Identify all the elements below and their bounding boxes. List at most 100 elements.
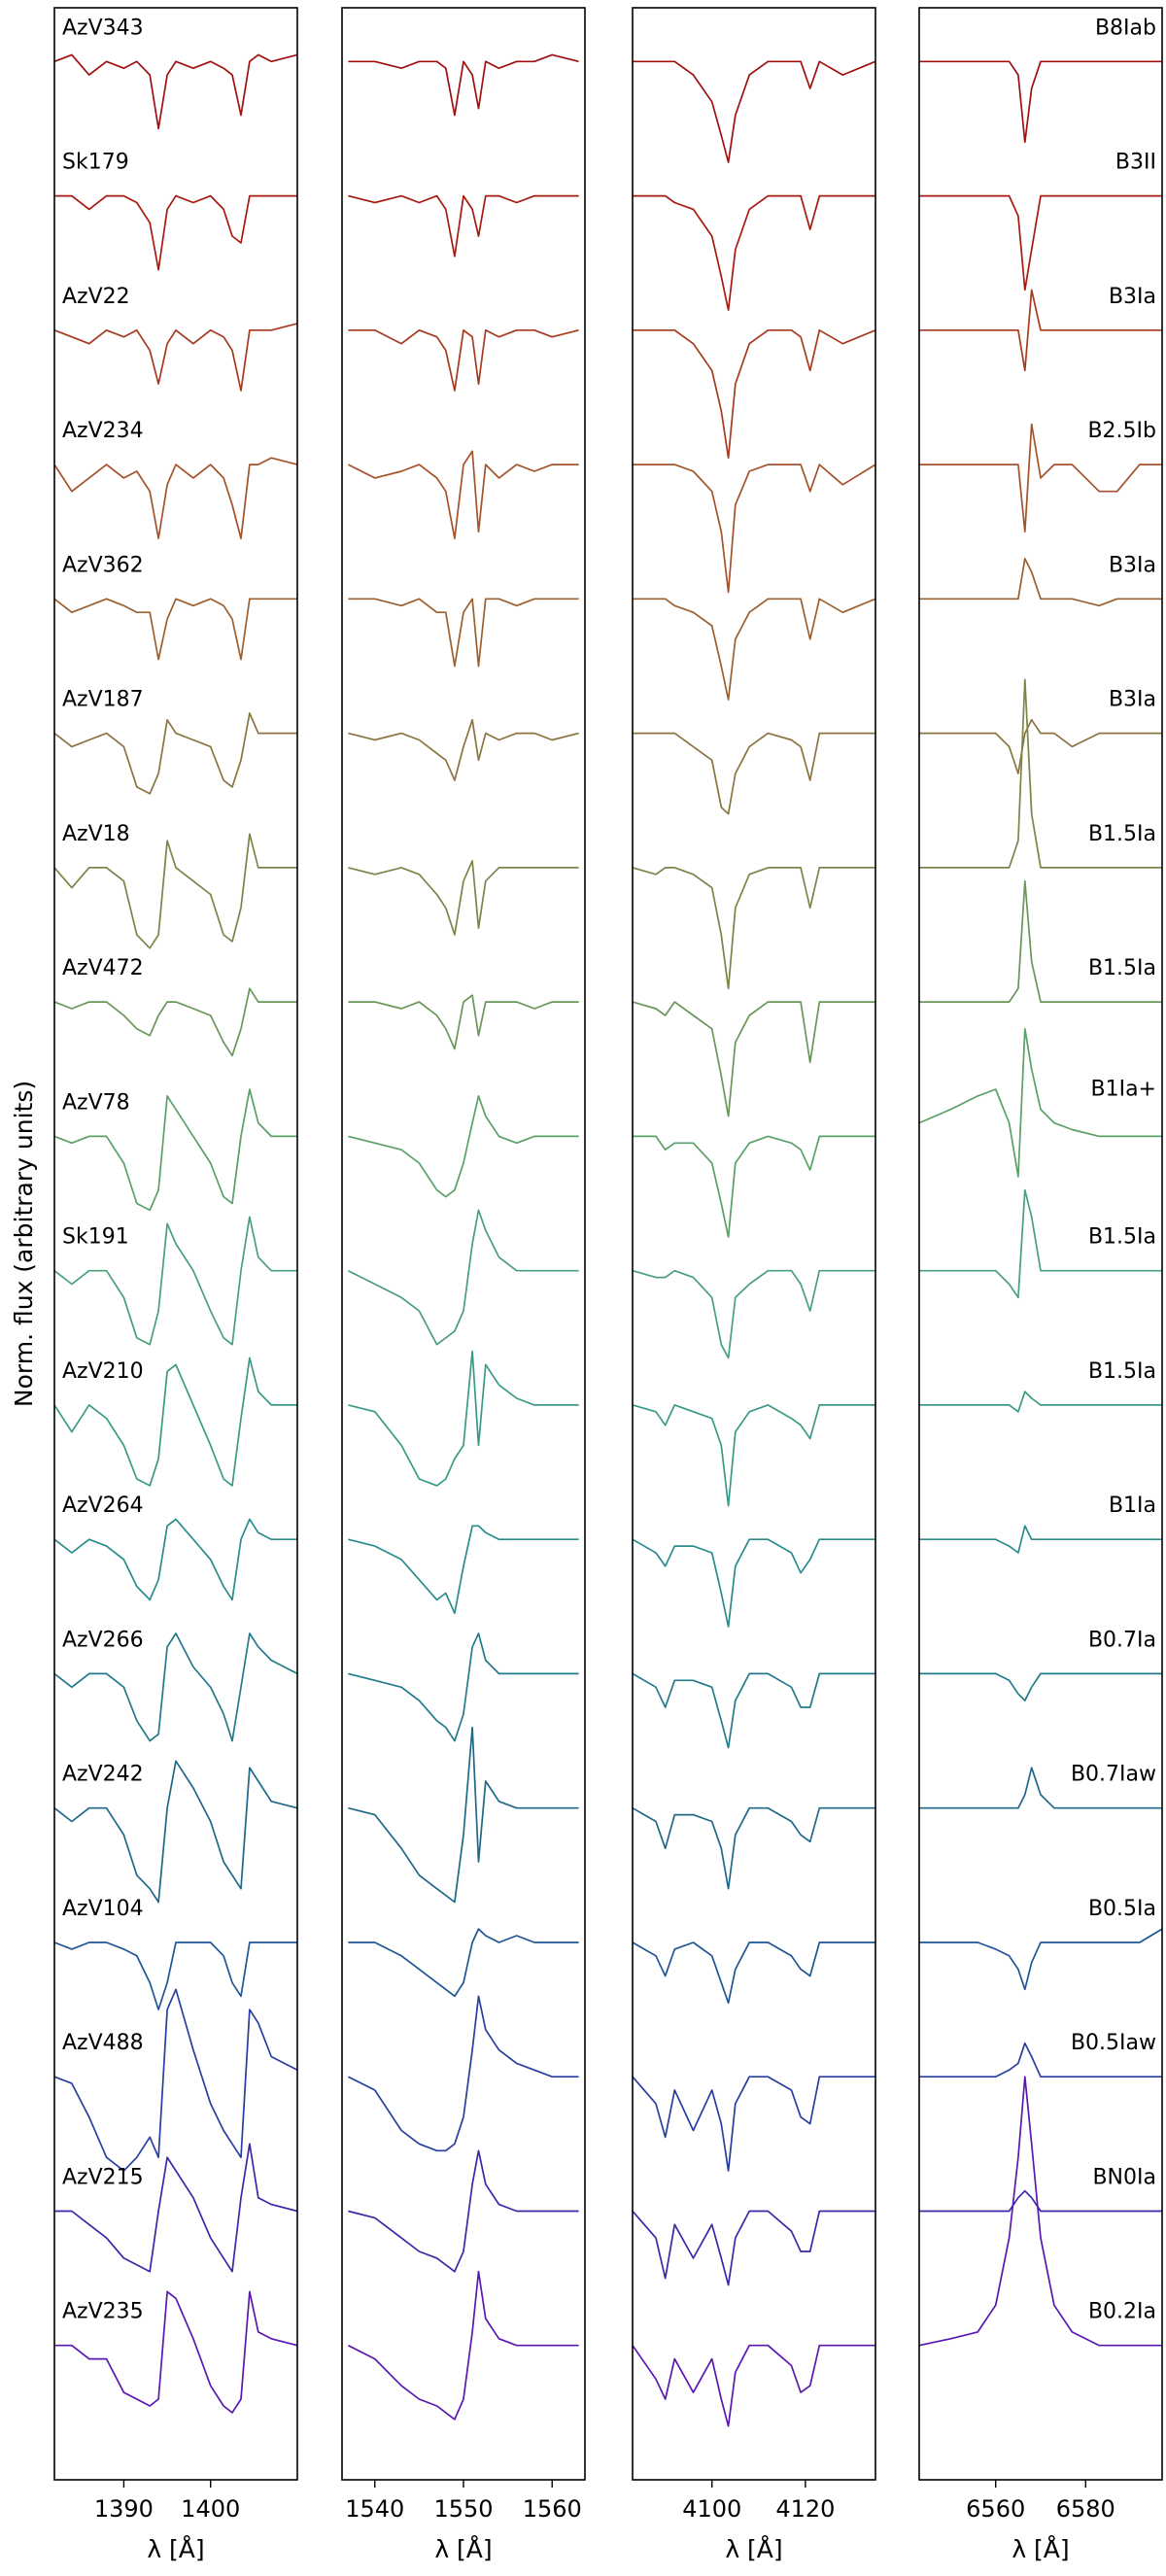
spectrum-line xyxy=(633,60,876,163)
spectrum-line xyxy=(633,194,875,311)
spectrum-line xyxy=(632,1001,875,1117)
spectral-type: B0.2Ia xyxy=(1088,2300,1156,2324)
star-name: AzV215 xyxy=(62,2165,144,2189)
spectrum-line xyxy=(919,558,1162,607)
spectral-type: B1.5Ia xyxy=(1088,822,1156,846)
spectral-type: B0.7Ia xyxy=(1088,1628,1156,1652)
spectrum-line xyxy=(919,2042,1162,2078)
spectrum-line xyxy=(348,598,579,668)
spectrum-line xyxy=(632,2076,875,2172)
star-name: AzV22 xyxy=(62,285,130,309)
star-name: AzV210 xyxy=(62,1359,144,1384)
spectrum-line xyxy=(918,2076,1162,2347)
spectrum-line xyxy=(53,1632,298,1742)
spectrum-line xyxy=(348,718,579,781)
spectrum-line xyxy=(632,1538,875,1628)
spectrum-line xyxy=(919,1928,1163,1991)
x-tick-label: 4120 xyxy=(775,2495,835,2523)
spectral-type: B1.5Ia xyxy=(1088,1359,1156,1384)
spectrum-line xyxy=(633,732,875,815)
spectrum-line xyxy=(633,598,876,701)
spectral-type: BN0Ia xyxy=(1092,2165,1156,2189)
star-name: AzV264 xyxy=(62,1494,144,1518)
star-name: AzV343 xyxy=(62,16,144,40)
spectrum-line xyxy=(53,833,297,949)
spectrum-line xyxy=(53,1760,298,1904)
spectral-type: B2.5Ib xyxy=(1087,419,1156,443)
star-name: AzV242 xyxy=(62,1763,144,1787)
spectrum-line xyxy=(919,2189,1162,2213)
panel-frame xyxy=(918,7,1163,2481)
spectrum-line xyxy=(53,712,297,795)
spectrum-line xyxy=(348,1525,579,1615)
spectrum-line xyxy=(53,598,297,661)
star-name: AzV472 xyxy=(62,956,144,980)
spectrum-line xyxy=(348,2270,579,2421)
spectrum-line xyxy=(919,423,1162,533)
spectrum-line xyxy=(348,1209,579,1346)
spectral-type: B3II xyxy=(1115,151,1156,175)
x-tick-label: 6560 xyxy=(966,2495,1025,2523)
spectral-type: B3Ia xyxy=(1109,688,1156,712)
spectrum-line xyxy=(348,1350,579,1487)
spectrum-line xyxy=(633,328,876,460)
spectrum-line xyxy=(632,1672,875,1749)
x-axis-label: λ [Å] xyxy=(147,2535,204,2563)
star-name: AzV266 xyxy=(62,1628,144,1652)
spectrum-line xyxy=(348,994,579,1050)
spectrum-line xyxy=(632,2210,875,2286)
spectrum-line xyxy=(53,987,297,1057)
spectrum-line xyxy=(632,2344,875,2427)
spectrum-line xyxy=(54,2143,298,2273)
spectral-type: B1Ia+ xyxy=(1091,1078,1157,1102)
x-tick-label: 4100 xyxy=(682,2495,741,2523)
star-name: AzV78 xyxy=(62,1090,130,1115)
spectrum-line xyxy=(348,1995,579,2152)
spectrum-line xyxy=(919,879,1162,1003)
spectrum-line xyxy=(53,1216,297,1346)
x-tick-label: 6580 xyxy=(1056,2495,1115,2523)
spectrum-line xyxy=(348,194,579,258)
star-name: AzV235 xyxy=(62,2300,144,2324)
spectral-type: B1Ia xyxy=(1109,1494,1156,1518)
spectrum-line xyxy=(53,1088,297,1212)
spectral-type: B1.5Ia xyxy=(1088,1225,1156,1250)
spectrum-line xyxy=(919,194,1162,292)
spectrum-line xyxy=(633,1135,875,1238)
spectrum-line xyxy=(53,53,298,130)
star-name: AzV187 xyxy=(62,688,144,712)
spectrum-line xyxy=(53,1941,297,2010)
spectrum-line xyxy=(348,328,579,392)
spectrum-line xyxy=(348,1095,579,1198)
spectrum-line xyxy=(632,1941,875,2005)
star-name: AzV488 xyxy=(62,2031,144,2055)
x-tick-label: 1400 xyxy=(181,2495,240,2523)
x-axis-label: λ [Å] xyxy=(725,2535,782,2563)
panel-frame xyxy=(632,7,876,2481)
star-name: AzV18 xyxy=(62,822,130,846)
spectrum-line xyxy=(919,60,1162,144)
spectrum-line xyxy=(919,1672,1162,1701)
spectrum-line xyxy=(632,1404,875,1507)
spectrum-line xyxy=(53,323,298,392)
spectrum-line xyxy=(348,860,579,936)
spectrum-line xyxy=(632,867,875,990)
spectrum-line xyxy=(54,194,297,271)
star-name: AzV104 xyxy=(62,1897,144,1921)
spectrum-line xyxy=(919,1391,1162,1413)
x-tick-label: 1560 xyxy=(523,2495,582,2523)
x-tick-label: 1540 xyxy=(345,2495,404,2523)
spectrum-line xyxy=(919,1188,1162,1299)
x-tick-label: 1390 xyxy=(94,2495,154,2523)
spectrum-line xyxy=(632,1806,875,1890)
spectral-type: B0.5Ia xyxy=(1088,1897,1156,1921)
panel-frame xyxy=(341,7,586,2481)
star-name: AzV234 xyxy=(62,419,144,443)
spectrum-line xyxy=(632,1269,875,1359)
spectral-type: B8Iab xyxy=(1095,16,1156,40)
spectrum-line xyxy=(53,457,298,539)
spectrum-line xyxy=(919,1525,1162,1554)
spectrum-line xyxy=(53,1518,297,1601)
